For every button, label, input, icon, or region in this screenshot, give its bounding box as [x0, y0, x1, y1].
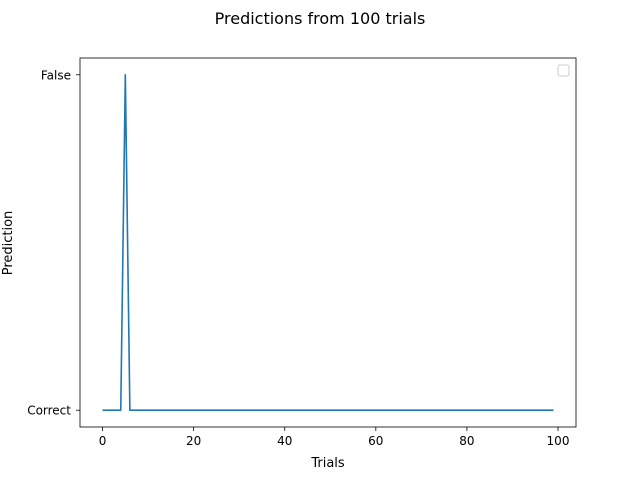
series-layer: [102, 73, 554, 412]
series-line: [102, 73, 554, 412]
x-tick-label: 100: [547, 434, 570, 448]
legend-box: [557, 64, 570, 77]
x-tick-label: 20: [186, 434, 201, 448]
y-axis-ticks: Correct False: [27, 68, 80, 418]
y-tick-label: False: [41, 68, 71, 82]
chart-title: Predictions from 100 trials: [215, 9, 426, 28]
y-tick-label: Correct: [27, 404, 71, 418]
x-axis-label: Trials: [310, 456, 345, 471]
x-tick-label: 80: [459, 434, 474, 448]
x-tick-label: 0: [99, 434, 107, 448]
axes-frame: [79, 57, 577, 428]
y-axis-label: Prediction: [1, 211, 16, 276]
plot-area: [79, 57, 577, 428]
x-axis-ticks: 0 20 40 60 80 100: [99, 427, 570, 448]
x-tick-label: 60: [368, 434, 383, 448]
x-tick-label: 40: [277, 434, 292, 448]
